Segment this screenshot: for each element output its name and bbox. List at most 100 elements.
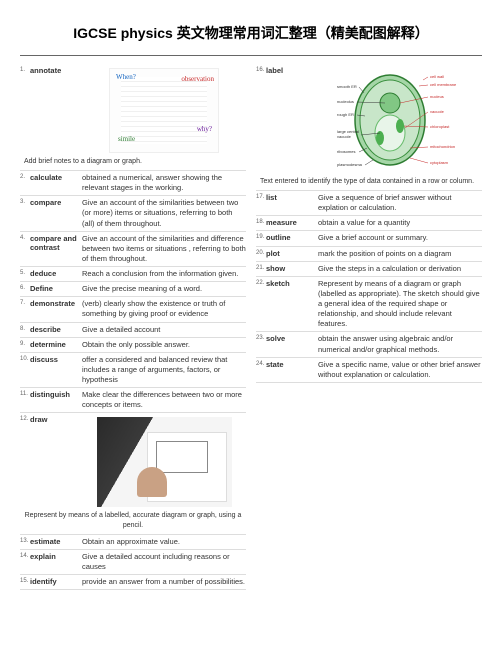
entry-definition: Give the steps in a calculation or deriv… bbox=[318, 264, 482, 274]
entry-definition: obtain the answer using algebraic and/or… bbox=[318, 334, 482, 354]
entry-term: calculate bbox=[30, 173, 82, 183]
svg-text:nucleus: nucleus bbox=[430, 94, 444, 99]
vocab-entry: 10.discussoffer a considered and balance… bbox=[20, 353, 246, 388]
entry-term: state bbox=[266, 360, 318, 370]
entry-term: draw bbox=[30, 415, 82, 509]
entry-number: 22. bbox=[256, 279, 266, 286]
vocab-entry: 21.showGive the steps in a calculation o… bbox=[256, 262, 482, 277]
entry-term: solve bbox=[266, 334, 318, 344]
entry-term: plot bbox=[266, 249, 318, 259]
entry-caption: Text entered to identify the type of dat… bbox=[256, 175, 478, 188]
vocab-entry: 11.distinguishMake clear the differences… bbox=[20, 388, 246, 413]
entry-term: demonstrate bbox=[30, 299, 82, 309]
vocab-entry: 15.identifyprovide an answer from a numb… bbox=[20, 575, 246, 590]
entry-term: show bbox=[266, 264, 318, 274]
vocab-entry: 23.solveobtain the answer using algebrai… bbox=[256, 332, 482, 357]
entry-number: 16. bbox=[256, 66, 266, 175]
entry-number: 11. bbox=[20, 390, 30, 397]
entry-number: 12. bbox=[20, 415, 30, 509]
svg-text:vacuole: vacuole bbox=[337, 134, 352, 139]
entry-definition: Obtain the only possible answer. bbox=[82, 340, 246, 350]
vocab-entry: 4.compare and contrastGive an account of… bbox=[20, 232, 246, 267]
vocab-entry: 18.measureobtain a value for a quantity bbox=[256, 216, 482, 231]
entry-number: 5. bbox=[20, 269, 30, 276]
entry-caption: Add brief notes to a diagram or graph. bbox=[20, 155, 146, 168]
vocab-entry: 8.describeGive a detailed account bbox=[20, 323, 246, 338]
svg-text:cytoplasm: cytoplasm bbox=[430, 160, 449, 165]
entry-definition: Give a specific name, value or other bri… bbox=[318, 360, 482, 380]
vocab-entry: 20.plotmark the position of points on a … bbox=[256, 247, 482, 262]
entry-number: 2. bbox=[20, 173, 30, 180]
entry-definition: Reach a conclusion from the information … bbox=[82, 269, 246, 279]
cell-image: cell wallcell membranenucleusvacuolechlo… bbox=[335, 68, 465, 173]
annotate-image: When?observationsimilewhy? bbox=[109, 68, 219, 153]
svg-text:mitochondrion: mitochondrion bbox=[430, 144, 455, 149]
entry-definition: Give an account of the similarities betw… bbox=[82, 198, 246, 228]
entry-term: determine bbox=[30, 340, 82, 350]
entry-number: 24. bbox=[256, 360, 266, 367]
entry-number: 10. bbox=[20, 355, 30, 362]
entry-term: distinguish bbox=[30, 390, 82, 400]
entry-term: compare and contrast bbox=[30, 234, 82, 254]
vocab-entry: 5.deduceReach a conclusion from the info… bbox=[20, 267, 246, 282]
entry-term: annotate bbox=[30, 66, 82, 155]
vocab-entry: 19.outlineGive a brief account or summar… bbox=[256, 231, 482, 246]
vocab-entry: 7.demonstrate(verb) clearly show the exi… bbox=[20, 297, 246, 322]
entry-term: list bbox=[266, 193, 318, 203]
entry-definition: obtained a numerical, answer showing the… bbox=[82, 173, 246, 193]
entry-definition: Give an account of the similarities and … bbox=[82, 234, 246, 264]
entry-definition: Give a detailed account including reason… bbox=[82, 552, 246, 572]
entry-definition: (verb) clearly show the existence or tru… bbox=[82, 299, 246, 319]
draw-image bbox=[97, 417, 232, 507]
entry-term: describe bbox=[30, 325, 82, 335]
entry-definition: offer a considered and balanced review t… bbox=[82, 355, 246, 385]
columns: 1.annotate When?observationsimilewhy? Add … bbox=[20, 64, 482, 590]
svg-text:vacuole: vacuole bbox=[430, 109, 445, 114]
entry-term: deduce bbox=[30, 269, 82, 279]
entry-definition: obtain a value for a quantity bbox=[318, 218, 482, 228]
entry-definition: Obtain an approximate value. bbox=[82, 537, 246, 547]
entry-term: sketch bbox=[266, 279, 318, 289]
entry-term: identify bbox=[30, 577, 82, 587]
entry-number: 1. bbox=[20, 66, 30, 155]
entry-number: 17. bbox=[256, 193, 266, 200]
entry-number: 8. bbox=[20, 325, 30, 332]
entry-number: 4. bbox=[20, 234, 30, 241]
entry-term: explain bbox=[30, 552, 82, 562]
entry-definition: provide an answer from a number of possi… bbox=[82, 577, 246, 587]
svg-text:rough ER: rough ER bbox=[337, 112, 354, 117]
vocab-entry: 6.DefineGive the precise meaning of a wo… bbox=[20, 282, 246, 297]
entry-number: 21. bbox=[256, 264, 266, 271]
entry-number: 9. bbox=[20, 340, 30, 347]
entry-number: 15. bbox=[20, 577, 30, 584]
vocab-entry: 14.explainGive a detailed account includ… bbox=[20, 550, 246, 575]
vocab-entry: 24.stateGive a specific name, value or o… bbox=[256, 358, 482, 383]
entry-number: 20. bbox=[256, 249, 266, 256]
entry-definition: mark the position of points on a diagram bbox=[318, 249, 482, 259]
entry-number: 7. bbox=[20, 299, 30, 306]
svg-text:nucleolus: nucleolus bbox=[337, 99, 354, 104]
vocab-entry: 17.listGive a sequence of brief answer w… bbox=[256, 191, 482, 216]
entry-term: outline bbox=[266, 233, 318, 243]
entry-number: 18. bbox=[256, 218, 266, 225]
svg-text:plasmodesma: plasmodesma bbox=[337, 162, 363, 167]
vocab-entry: 22.sketchRepresent by means of a diagram… bbox=[256, 277, 482, 333]
vocab-entry: 2.calculateobtained a numerical, answer … bbox=[20, 171, 246, 196]
right-column: 16.labelcell wallcell membranenucleusvac… bbox=[256, 64, 482, 590]
entry-term: estimate bbox=[30, 537, 82, 547]
entry-definition: Represent by means of a diagram or graph… bbox=[318, 279, 482, 330]
divider bbox=[20, 55, 482, 56]
entry-definition: Make clear the differences between two o… bbox=[82, 390, 246, 410]
vocab-entry: 13.estimateObtain an approximate value. bbox=[20, 535, 246, 550]
left-column: 1.annotate When?observationsimilewhy? Add … bbox=[20, 64, 246, 590]
entry-number: 14. bbox=[20, 552, 30, 559]
entry-definition: Give the precise meaning of a word. bbox=[82, 284, 246, 294]
entry-term: measure bbox=[266, 218, 318, 228]
entry-number: 13. bbox=[20, 537, 30, 544]
entry-caption: Represent by means of a labelled, accura… bbox=[20, 509, 246, 531]
svg-text:cell wall: cell wall bbox=[430, 74, 444, 79]
entry-definition: Give a sequence of brief answer without … bbox=[318, 193, 482, 213]
entry-term: discuss bbox=[30, 355, 82, 365]
entry-number: 23. bbox=[256, 334, 266, 341]
entry-term: label bbox=[266, 66, 318, 175]
